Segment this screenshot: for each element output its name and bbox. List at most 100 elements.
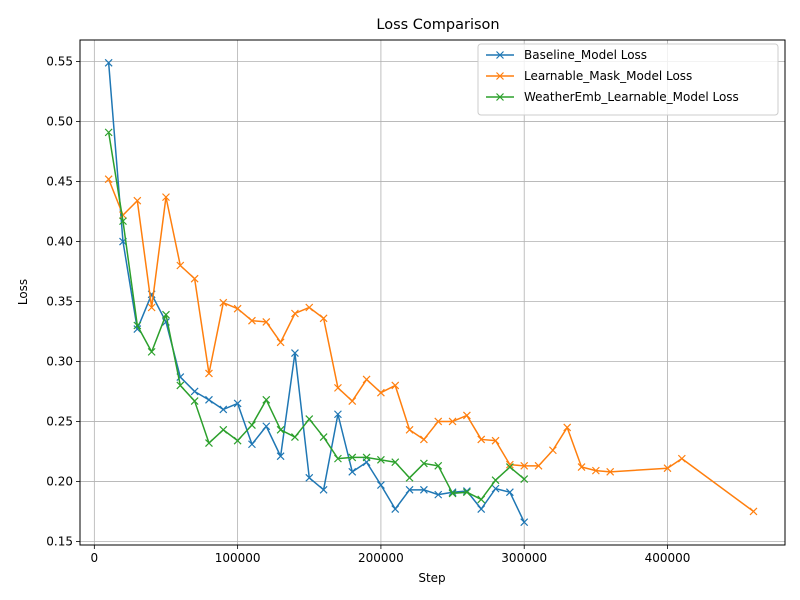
data-point	[147, 347, 156, 356]
data-point	[305, 473, 314, 482]
legend-marker	[496, 93, 504, 101]
data-point	[262, 422, 271, 431]
legend-marker	[496, 51, 504, 59]
data-point	[376, 455, 385, 464]
data-point	[133, 325, 142, 334]
legend-entries: Baseline_Model Loss Learnable_Mask_Model …	[486, 48, 739, 104]
data-point	[276, 338, 285, 347]
legend-label: Learnable_Mask_Model Loss	[524, 69, 692, 83]
data-point	[248, 316, 256, 325]
plot-area-frame	[79, 39, 786, 546]
data-point	[419, 485, 428, 494]
data-point	[233, 436, 242, 445]
series-layer	[104, 58, 758, 527]
data-point	[663, 464, 672, 473]
y-tick-label: 0.45	[46, 175, 73, 189]
data-point	[133, 321, 142, 330]
data-point	[591, 466, 600, 475]
data-point	[334, 454, 342, 463]
x-tick-label: 0	[91, 551, 99, 565]
data-point	[434, 461, 443, 470]
grid-lines	[80, 40, 785, 545]
data-point	[362, 453, 371, 462]
data-point	[262, 395, 271, 404]
data-point	[162, 310, 170, 319]
x-tick-label: 300000	[501, 551, 547, 565]
data-point	[520, 475, 529, 483]
data-point	[104, 58, 113, 67]
data-point	[563, 423, 572, 432]
data-point	[348, 453, 357, 462]
data-point	[405, 485, 414, 494]
legend-marker	[496, 72, 504, 80]
x-axis-label: Step	[418, 571, 445, 585]
data-point	[205, 395, 213, 404]
y-tick-label: 0.35	[46, 294, 73, 308]
legend-entry: Learnable_Mask_Model Loss	[486, 69, 692, 83]
legend-entry: Baseline_Model Loss	[486, 48, 647, 62]
y-tick-label: 0.30	[46, 354, 73, 368]
data-point	[362, 375, 371, 384]
data-point	[448, 489, 457, 498]
y-tick-label: 0.50	[46, 115, 73, 129]
axis-ticks: 0 100000 200000 300000 400000 0.15 0.20 0.25 0.3…	[46, 55, 690, 565]
data-point	[219, 298, 228, 307]
data-point	[190, 397, 199, 405]
data-point	[233, 304, 242, 313]
data-point	[348, 467, 357, 476]
data-point	[348, 397, 357, 405]
series-2	[104, 175, 758, 516]
data-point	[205, 369, 213, 378]
data-point	[505, 460, 514, 469]
data-point	[276, 425, 285, 434]
data-point	[104, 175, 113, 184]
data-point	[291, 309, 299, 318]
data-point	[262, 317, 271, 326]
data-point	[147, 303, 156, 312]
data-point	[334, 383, 342, 392]
data-point	[391, 381, 400, 390]
y-axis-label: Loss	[16, 279, 30, 305]
data-point	[505, 488, 514, 497]
data-point	[319, 314, 328, 323]
y-tick-label: 0.20	[46, 474, 73, 488]
y-tick-label: 0.15	[46, 534, 73, 548]
data-point	[419, 459, 428, 468]
x-tick-label: 200000	[358, 551, 404, 565]
data-point	[534, 461, 543, 470]
data-point	[577, 463, 586, 471]
data-point	[505, 463, 514, 471]
series-line	[107, 132, 525, 501]
data-point	[376, 388, 385, 397]
data-point	[190, 274, 199, 283]
data-point	[749, 507, 758, 516]
x-tick-label: 400000	[645, 551, 691, 565]
data-point	[162, 193, 170, 202]
x-tick-label: 100000	[215, 551, 261, 565]
data-point	[305, 303, 314, 312]
data-point	[319, 433, 328, 441]
legend-label: Baseline_Model Loss	[524, 48, 647, 62]
y-tick-label: 0.40	[46, 235, 73, 249]
data-point	[219, 405, 228, 414]
data-point	[391, 505, 400, 513]
data-point	[434, 490, 443, 499]
data-point	[520, 518, 529, 527]
data-point	[376, 481, 385, 489]
data-point	[176, 381, 185, 390]
data-point	[491, 436, 500, 445]
data-point	[205, 439, 213, 447]
data-point	[477, 495, 486, 504]
data-point	[219, 425, 228, 434]
data-point	[606, 467, 615, 476]
data-point	[391, 458, 400, 467]
data-point	[491, 476, 500, 485]
data-point	[419, 435, 428, 444]
data-point	[305, 415, 314, 423]
data-point	[104, 128, 113, 137]
legend-entry: WeatherEmb_Learnable_Model Loss	[486, 90, 739, 104]
data-point	[462, 411, 471, 420]
data-point	[133, 196, 142, 205]
data-point	[462, 488, 471, 497]
